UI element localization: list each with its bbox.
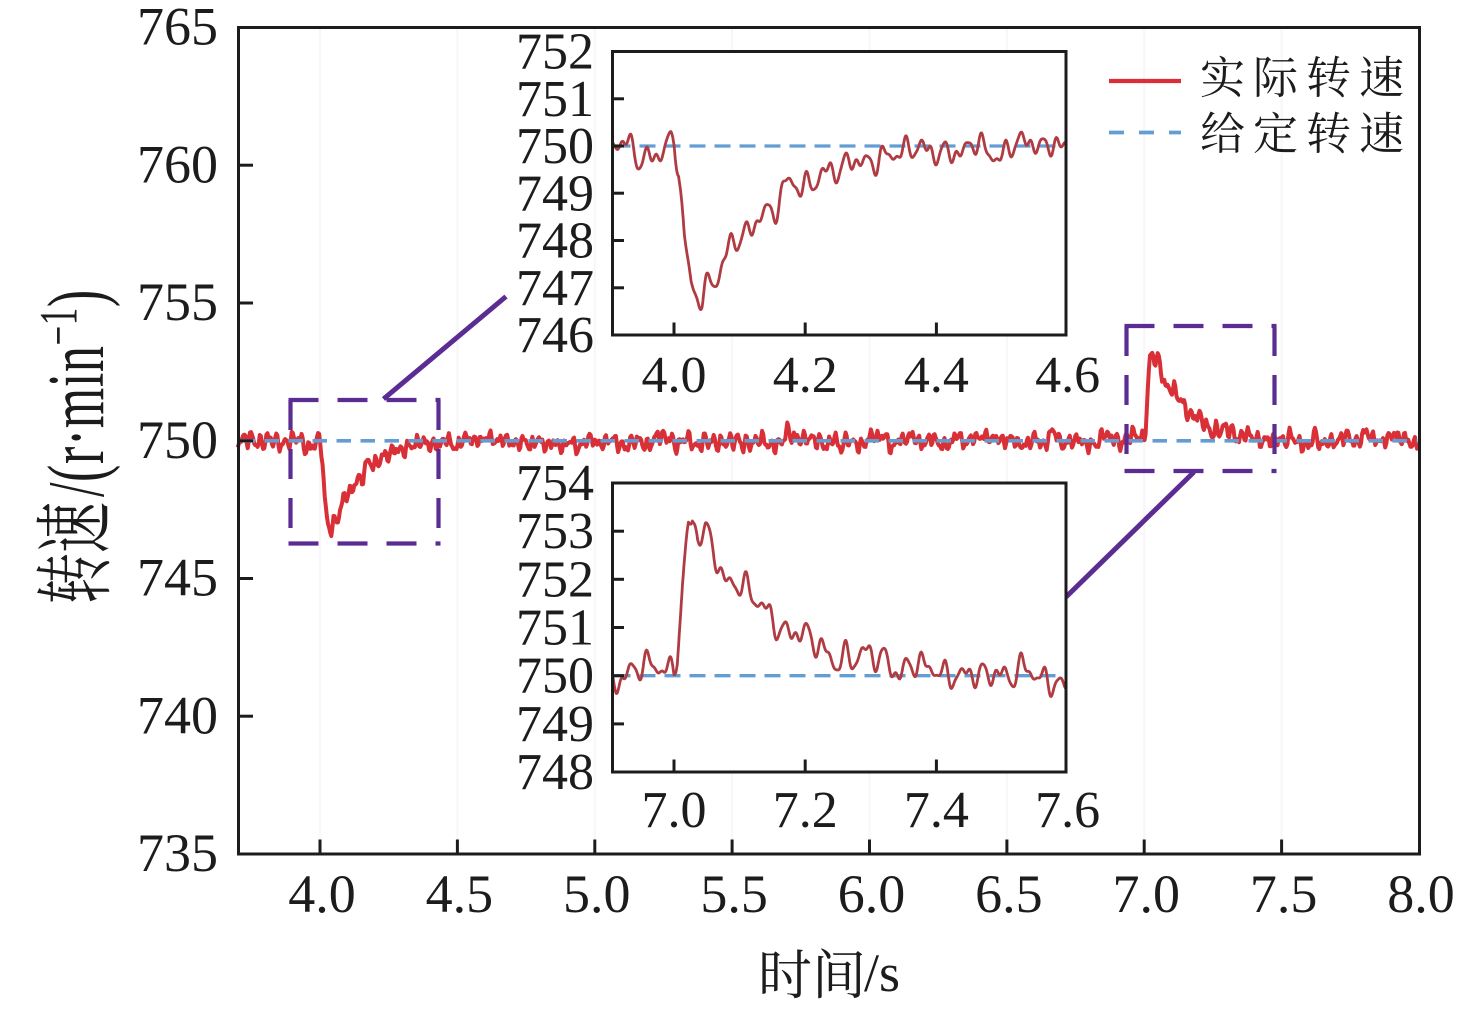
svg-text:753: 753 bbox=[516, 503, 594, 560]
svg-text:760: 760 bbox=[137, 134, 218, 194]
svg-text:4.2: 4.2 bbox=[773, 347, 838, 404]
svg-text:755: 755 bbox=[137, 272, 218, 332]
svg-text:765: 765 bbox=[137, 0, 218, 57]
svg-text:748: 748 bbox=[516, 213, 594, 270]
svg-text:740: 740 bbox=[137, 685, 218, 745]
svg-text:7.2: 7.2 bbox=[773, 782, 838, 839]
svg-text:4.0: 4.0 bbox=[642, 347, 707, 404]
svg-text:754: 754 bbox=[516, 455, 594, 512]
svg-text:7.0: 7.0 bbox=[642, 782, 707, 839]
svg-text:7.6: 7.6 bbox=[1035, 782, 1100, 839]
svg-text:751: 751 bbox=[516, 600, 594, 657]
svg-text:752: 752 bbox=[516, 24, 594, 81]
svg-text:745: 745 bbox=[137, 548, 218, 608]
svg-text:4.5: 4.5 bbox=[426, 864, 494, 924]
svg-text:749: 749 bbox=[516, 696, 594, 753]
svg-text:7.4: 7.4 bbox=[904, 782, 969, 839]
svg-text:751: 751 bbox=[516, 71, 594, 128]
svg-text:5.5: 5.5 bbox=[700, 864, 768, 924]
svg-text:7.0: 7.0 bbox=[1113, 864, 1181, 924]
svg-text:8.0: 8.0 bbox=[1387, 864, 1455, 924]
svg-text:4.4: 4.4 bbox=[904, 347, 969, 404]
svg-text:749: 749 bbox=[516, 165, 594, 222]
svg-text:748: 748 bbox=[516, 744, 594, 801]
svg-text:4.0: 4.0 bbox=[288, 864, 356, 924]
svg-text:750: 750 bbox=[516, 648, 594, 705]
svg-text:6.5: 6.5 bbox=[975, 864, 1043, 924]
svg-text:7.5: 7.5 bbox=[1250, 864, 1318, 924]
svg-text:6.0: 6.0 bbox=[838, 864, 906, 924]
svg-text:735: 735 bbox=[137, 823, 218, 883]
svg-text:747: 747 bbox=[516, 260, 594, 317]
svg-text:/s: /s bbox=[864, 943, 900, 1003]
svg-text:750: 750 bbox=[137, 410, 218, 470]
svg-text:4.6: 4.6 bbox=[1035, 347, 1100, 404]
svg-text:752: 752 bbox=[516, 551, 594, 608]
svg-text:5.0: 5.0 bbox=[563, 864, 631, 924]
svg-text:746: 746 bbox=[516, 307, 594, 364]
svg-text:750: 750 bbox=[516, 118, 594, 175]
